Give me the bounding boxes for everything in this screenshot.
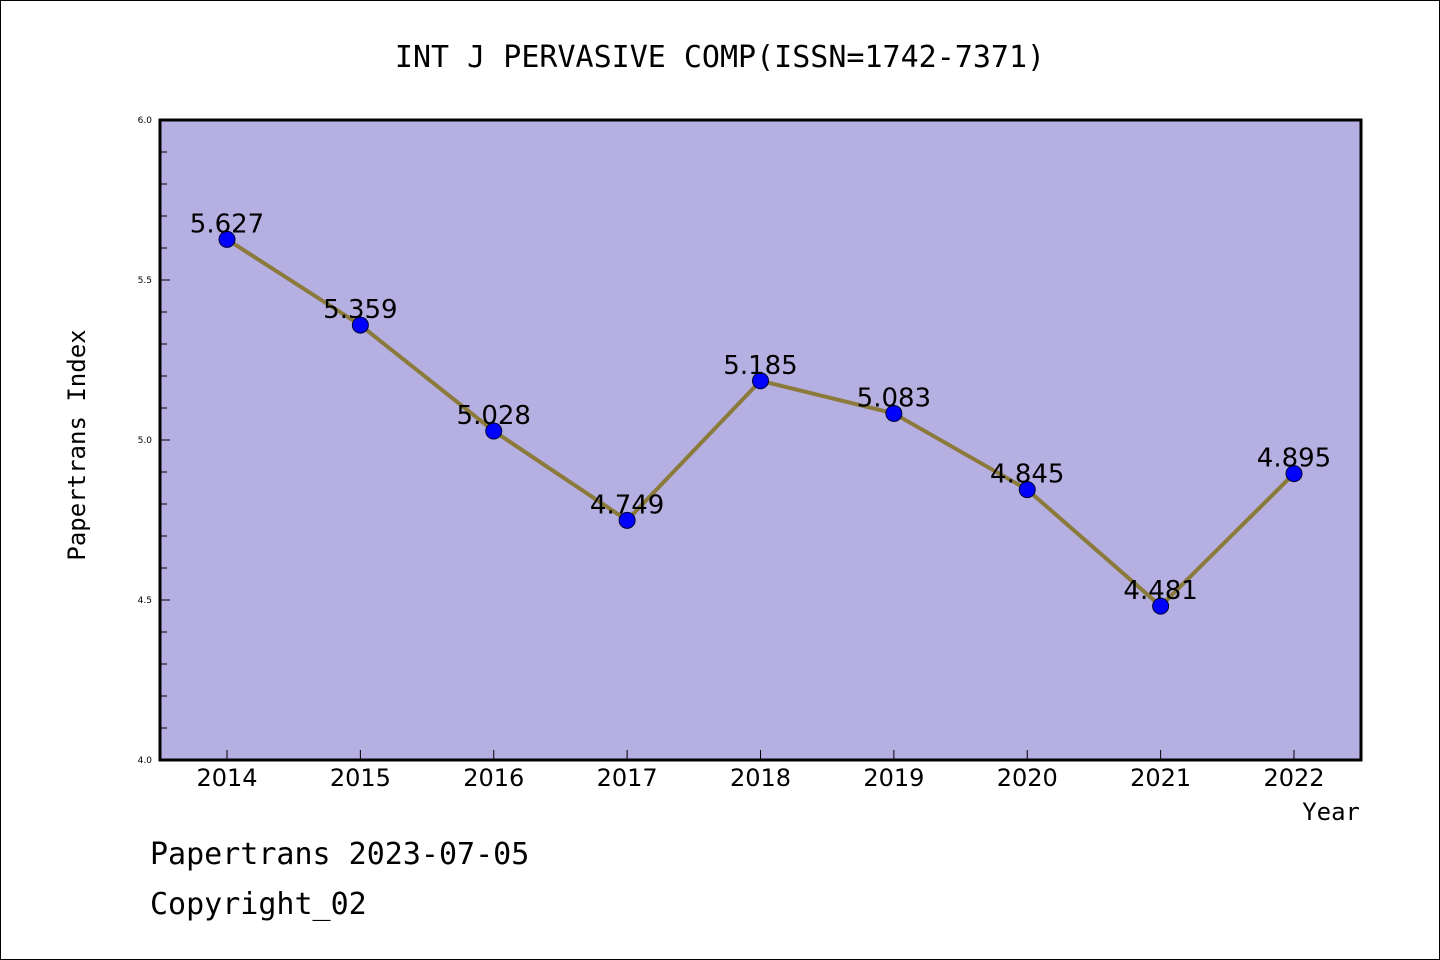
plot-area <box>160 120 1361 760</box>
data-label: 5.359 <box>323 295 397 325</box>
data-label: 5.083 <box>857 383 931 413</box>
data-point <box>1152 597 1170 615</box>
x-tick-label: 2018 <box>730 764 791 792</box>
data-label: 4.895 <box>1257 444 1331 474</box>
x-tick-label: 2014 <box>196 764 257 792</box>
data-label: 5.028 <box>457 401 531 431</box>
data-label: 4.749 <box>590 490 664 520</box>
x-axis: 2014 2015 2016 2017 2018 2019 2020 2021 2022 <box>196 750 1325 792</box>
data-point <box>885 404 903 422</box>
x-tick-label: 2020 <box>997 764 1058 792</box>
y-axis-label: Papertrans Index <box>63 329 91 560</box>
y-tick-label: 5.5 <box>138 276 152 286</box>
data-point <box>1018 481 1036 499</box>
chart-title: INT J PERVASIVE COMP(ISSN=1742-7371) <box>395 40 1045 75</box>
x-tick-label: 2017 <box>597 764 658 792</box>
data-point <box>618 511 636 529</box>
data-point <box>752 372 769 390</box>
y-tick-label: 5.0 <box>138 436 153 446</box>
x-axis-label: Year <box>1302 798 1360 826</box>
data-label: 5.185 <box>723 351 797 381</box>
data-point <box>1285 465 1303 483</box>
x-tick-label: 2019 <box>863 764 924 792</box>
data-label: 5.627 <box>190 209 264 239</box>
data-label: 4.481 <box>1123 576 1197 606</box>
footer-date: Papertrans 2023-07-05 <box>150 837 529 872</box>
data-point <box>218 230 236 248</box>
y-tick-label: 6.0 <box>138 116 153 126</box>
y-tick-label: 4.5 <box>138 596 152 606</box>
x-tick-label: 2021 <box>1130 764 1191 792</box>
y-tick-label: 4.0 <box>138 756 153 766</box>
data-point <box>351 316 369 334</box>
data-labels: 5.627 5.359 5.028 4.749 5.185 5.083 4.845 4.481… <box>190 209 1331 606</box>
x-tick-label: 2016 <box>463 764 524 792</box>
plot-border <box>158 118 1363 762</box>
x-tick-label: 2022 <box>1263 764 1324 792</box>
data-points <box>218 230 1303 615</box>
x-tick-label: 2015 <box>330 764 391 792</box>
footer-copyright: Copyright_02 <box>150 887 367 922</box>
data-label: 4.845 <box>990 460 1064 490</box>
data-point <box>485 422 503 440</box>
